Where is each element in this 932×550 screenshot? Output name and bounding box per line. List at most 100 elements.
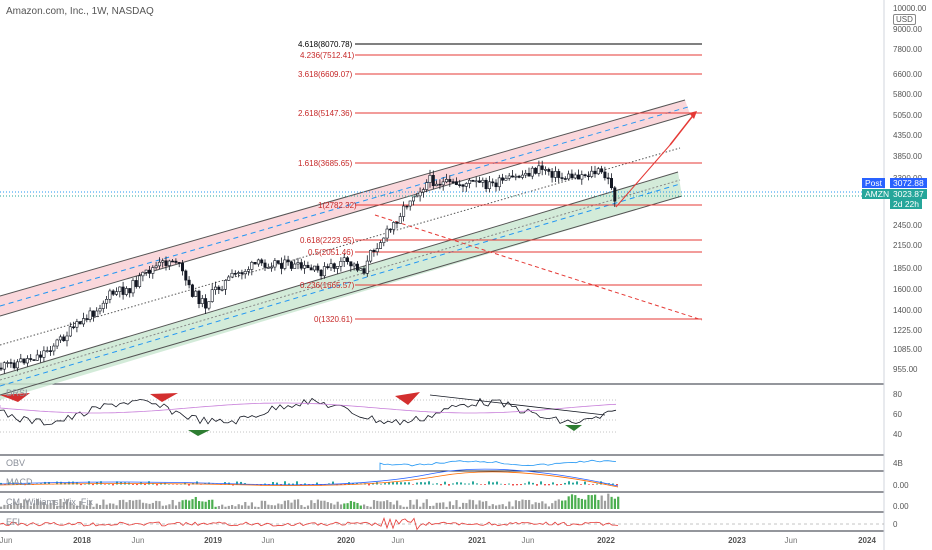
candle-body	[398, 216, 402, 224]
candle-body	[91, 310, 95, 317]
vix-bar	[455, 500, 458, 509]
price-tick-label: 1400.00	[893, 306, 922, 315]
macd-histogram-bar	[592, 484, 594, 485]
vix-bar	[151, 502, 154, 509]
candle-body	[72, 326, 76, 329]
drsi-tick-label: 40	[893, 430, 902, 439]
macd-histogram-bar	[404, 482, 406, 485]
macd-histogram-bar	[292, 483, 294, 485]
macd-histogram-bar	[444, 481, 446, 485]
vix-bar	[333, 504, 336, 509]
candle-body	[210, 289, 214, 302]
vix-bar	[590, 495, 593, 509]
vix-pane-label[interactable]: CM_Williams_Vix_Fix	[6, 497, 93, 507]
macd-histogram-bar	[520, 484, 522, 486]
macd-histogram-bar	[168, 483, 170, 485]
candle-body	[375, 248, 379, 252]
candle-body	[494, 182, 498, 188]
vix-bar	[405, 506, 409, 509]
vix-bar	[462, 502, 465, 509]
macd-histogram-bar	[456, 482, 458, 485]
macd-pane-label[interactable]: MACD	[6, 477, 33, 487]
candle-body	[105, 299, 109, 304]
vix-bar	[547, 506, 550, 509]
candle-body	[514, 175, 518, 178]
vix-bar	[161, 505, 164, 509]
candle-body	[484, 179, 488, 189]
candle-body	[609, 178, 613, 189]
vix-bar	[290, 502, 293, 509]
time-axis-label: Jun	[262, 536, 275, 545]
candle-body	[339, 261, 343, 267]
vix-bar	[283, 500, 286, 509]
macd-histogram-bar	[436, 483, 438, 485]
candle-body	[537, 165, 541, 174]
candle-body	[458, 184, 462, 186]
candle-body	[214, 286, 218, 291]
macd-histogram-bar	[596, 483, 598, 485]
candle-body	[118, 286, 122, 292]
drsi-signal-line	[0, 402, 617, 414]
candle-body	[273, 260, 277, 268]
efi-pane-label[interactable]: EFI	[6, 517, 21, 527]
macd-histogram-bar	[476, 483, 478, 485]
vix-bar	[247, 505, 250, 509]
vix-bar	[521, 499, 524, 509]
candle-body	[243, 271, 247, 275]
vix-bar	[39, 501, 42, 509]
vix-bar	[448, 501, 451, 509]
macd-histogram-bar	[368, 484, 370, 486]
vix-bar	[429, 505, 432, 509]
vix-bar	[577, 497, 580, 509]
price-tick-label: 6600.00	[893, 70, 922, 79]
candle-body	[85, 318, 89, 320]
vix-bar	[372, 500, 376, 509]
candle-body	[95, 310, 99, 317]
macd-histogram-bar	[68, 481, 70, 485]
candle-body	[527, 172, 531, 177]
macd-tick-label: 0.00	[893, 481, 909, 490]
macd-histogram-bar	[132, 484, 134, 485]
macd-histogram-bar	[60, 481, 62, 485]
obv-pane-label[interactable]: OBV	[6, 458, 26, 468]
vix-bar	[115, 505, 118, 509]
vix-bar	[260, 500, 263, 509]
candle-body	[510, 175, 514, 178]
vix-bar	[531, 504, 534, 509]
macd-line	[0, 468, 619, 487]
vix-bar	[412, 504, 415, 509]
price-tick-label: 7800.00	[893, 45, 922, 54]
vix-bar	[267, 504, 270, 509]
currency-badge[interactable]: USD	[893, 14, 916, 25]
macd-histogram-bar	[92, 484, 94, 486]
vix-bar	[567, 496, 570, 509]
vix-bar	[554, 500, 557, 509]
candle-body	[121, 286, 125, 295]
candle-body	[204, 298, 208, 309]
candle-body	[230, 272, 234, 278]
candle-body	[319, 269, 323, 277]
candle-body	[270, 266, 274, 269]
candle-body	[435, 183, 439, 187]
upper-channel-bottom-line	[0, 113, 691, 317]
macd-histogram-bar	[136, 484, 138, 486]
upper-channel-mid-dash	[0, 106, 689, 307]
vix-bar	[145, 503, 148, 509]
candle-body	[39, 354, 43, 358]
macd-histogram-bar	[432, 483, 434, 485]
macd-histogram-bar	[240, 481, 242, 485]
candle-body	[504, 177, 508, 181]
candle-body	[464, 183, 468, 187]
vix-bar	[445, 506, 448, 509]
vix-bar	[508, 501, 511, 509]
macd-histogram-bar	[468, 483, 470, 485]
macd-histogram-bar	[56, 481, 58, 485]
vix-bar	[313, 503, 316, 509]
candle-body	[418, 191, 422, 197]
time-axis-label: 2020	[337, 536, 355, 545]
drsi-pane-label[interactable]: DRSI	[6, 388, 28, 398]
vix-bar	[204, 501, 207, 509]
vix-bar	[303, 506, 306, 509]
